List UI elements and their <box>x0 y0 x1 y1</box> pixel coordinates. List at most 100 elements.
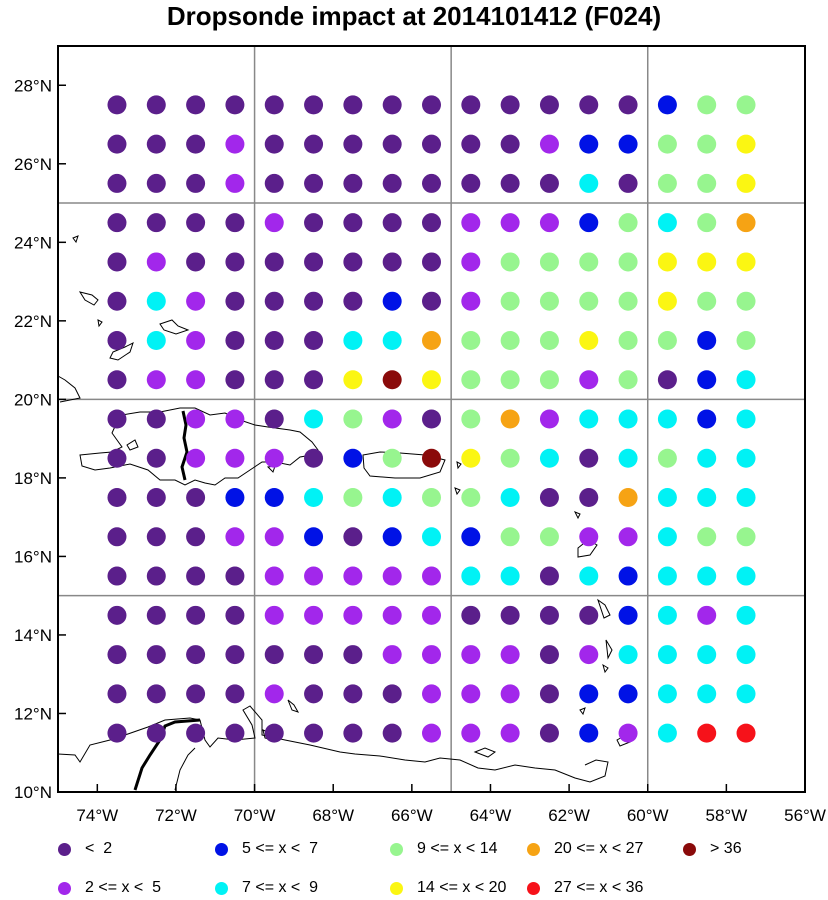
impact-dot <box>382 645 402 665</box>
legend-swatch <box>390 842 403 856</box>
impact-dot <box>264 645 284 665</box>
impact-dot <box>539 409 559 429</box>
impact-dot <box>579 527 599 547</box>
impact-dot <box>579 213 599 233</box>
map-plot: 74°W 72°W 70°W 68°W 66°W 64°W 62°W 60°W 58°W 56°W… <box>14 45 826 825</box>
impact-dot <box>422 527 441 547</box>
impact-dot <box>146 566 166 586</box>
impact-dot <box>697 173 717 193</box>
impact-dot <box>500 134 520 154</box>
impact-dot <box>422 723 441 743</box>
legend-item: 2 <= x < 5 <box>58 879 161 897</box>
impact-dot <box>422 95 441 115</box>
y-tick-label: 26°N <box>14 155 52 174</box>
impact-dot <box>736 448 756 468</box>
impact-dot <box>657 488 677 508</box>
impact-dot <box>697 213 717 233</box>
y-tick-label: 10°N <box>14 783 52 802</box>
impact-dot <box>264 173 284 193</box>
impact-dot <box>697 370 717 390</box>
impact-dot <box>304 645 324 665</box>
impact-dot <box>657 252 677 272</box>
legend-item: 5 <= x < 7 <box>215 840 318 858</box>
impact-dot <box>107 723 127 743</box>
impact-dot <box>343 605 363 625</box>
impact-dot <box>657 213 677 233</box>
impact-dot <box>618 566 638 586</box>
impact-dot <box>146 448 166 468</box>
impact-dot <box>107 95 127 115</box>
legend-swatch <box>527 842 540 856</box>
impact-dot <box>304 370 324 390</box>
legend-label: 2 <= x < 5 <box>85 879 162 896</box>
impact-dot <box>461 370 481 390</box>
impact-dot <box>225 723 245 743</box>
grid-lines <box>58 46 805 792</box>
impact-dot <box>618 95 638 115</box>
impact-dot <box>186 448 206 468</box>
x-tick-label: 60°W <box>627 806 669 825</box>
legend-label: 14 <= x < 20 <box>417 879 507 896</box>
impact-dot <box>697 527 717 547</box>
impact-dot <box>382 488 402 508</box>
impact-dot <box>304 488 324 508</box>
impact-dot <box>107 645 127 665</box>
impact-dot <box>304 409 324 429</box>
impact-dot <box>225 252 245 272</box>
impact-dot <box>186 134 206 154</box>
legend-label: < 2 <box>85 840 113 857</box>
impact-dot <box>107 448 127 468</box>
impact-dot <box>264 409 284 429</box>
legend-swatch <box>527 881 540 895</box>
impact-dot <box>343 173 363 193</box>
impact-dot <box>736 409 756 429</box>
impact-dot <box>107 134 127 154</box>
impact-dot <box>422 566 441 586</box>
impact-dot <box>618 723 638 743</box>
impact-dot <box>422 134 441 154</box>
impact-dot <box>225 684 245 704</box>
impact-dot <box>500 566 520 586</box>
impact-dot <box>618 173 638 193</box>
impact-dot <box>500 173 520 193</box>
impact-dot <box>539 330 559 350</box>
impact-dot <box>579 95 599 115</box>
impact-dot <box>225 95 245 115</box>
impact-dot <box>146 213 166 233</box>
impact-dot <box>225 370 245 390</box>
impact-dot <box>618 409 638 429</box>
impact-dot <box>422 488 441 508</box>
impact-dot <box>343 213 363 233</box>
impact-dot <box>304 527 324 547</box>
impact-dot <box>500 684 520 704</box>
impact-dot <box>186 291 206 311</box>
impact-dot <box>264 605 284 625</box>
impact-dot <box>264 723 284 743</box>
impact-dot <box>500 527 520 547</box>
impact-dot <box>422 173 441 193</box>
impact-dot <box>146 605 166 625</box>
impact-dot <box>382 213 402 233</box>
impact-dot <box>304 723 324 743</box>
impact-dot <box>343 134 363 154</box>
impact-dot <box>382 134 402 154</box>
impact-dot <box>461 605 481 625</box>
impact-dot <box>579 645 599 665</box>
impact-dot <box>579 684 599 704</box>
impact-dot <box>225 173 245 193</box>
impact-dot <box>107 409 127 429</box>
impact-dot <box>186 95 206 115</box>
impact-dot <box>107 370 127 390</box>
impact-dot <box>461 409 481 429</box>
impact-dot <box>186 488 206 508</box>
impact-dot <box>500 370 520 390</box>
impact-dot <box>500 95 520 115</box>
impact-dot <box>264 488 284 508</box>
legend-label: > 36 <box>710 840 742 857</box>
impact-dot <box>618 330 638 350</box>
impact-dot <box>304 684 324 704</box>
impact-dot <box>618 252 638 272</box>
impact-dot <box>539 134 559 154</box>
legend-label: 27 <= x < 36 <box>554 879 644 896</box>
impact-dot <box>657 527 677 547</box>
